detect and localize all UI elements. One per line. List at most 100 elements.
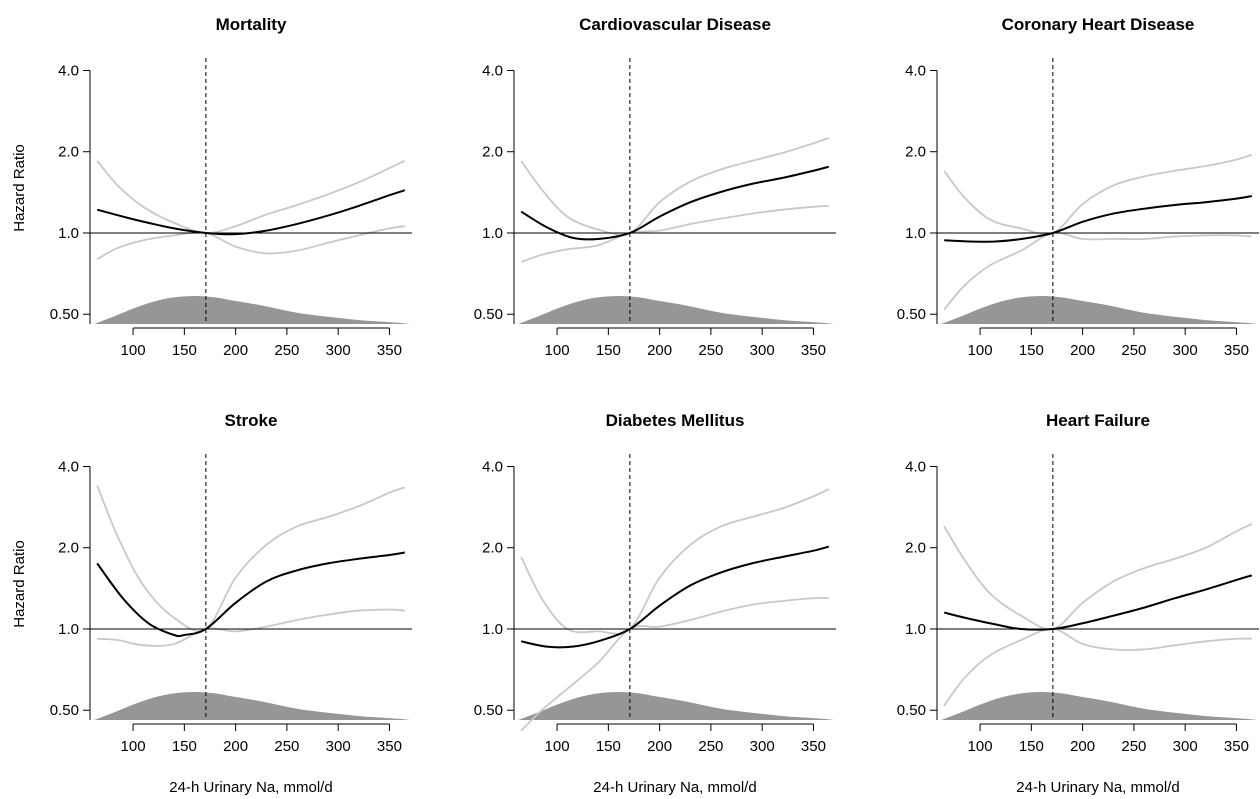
x-tick-label: 250 (274, 738, 299, 755)
density-area (941, 692, 1257, 720)
y-tick-label: 0.50 (474, 702, 503, 719)
density-area (941, 296, 1257, 324)
hazard-ratio-line (520, 545, 830, 649)
panel-title: Stroke (225, 411, 278, 430)
x-tick-label: 250 (698, 342, 723, 359)
x-tick-label: 300 (326, 738, 351, 755)
y-tick-label: 1.0 (58, 621, 79, 638)
hazard-ratio-line (520, 165, 830, 241)
x-tick-label: 200 (647, 342, 672, 359)
hazard-ratio-line (96, 189, 406, 236)
y-tick-label: 4.0 (905, 62, 926, 79)
y-tick-label: 2.0 (482, 540, 503, 557)
chart-panel-2: Cardiovascular Disease 0.50 1.0 2.0 4.0 100 15… (474, 15, 836, 359)
chart-panel-1: Mortality 0.50 1.0 2.0 4.0 100 150 200 250 300 350… (11, 15, 412, 359)
y-tick-label: 2.0 (58, 540, 79, 557)
x-tick-label: 100 (545, 738, 570, 755)
x-axis-label: 24-h Urinary Na, mmol/d (593, 779, 756, 796)
x-tick-label: 300 (750, 738, 775, 755)
ci-upper-line (96, 485, 406, 632)
x-tick-label: 150 (1019, 342, 1044, 359)
y-tick-label: 4.0 (58, 458, 79, 475)
x-tick-label: 300 (1173, 342, 1198, 359)
y-tick-label: 1.0 (58, 225, 79, 242)
y-tick-label: 1.0 (482, 621, 503, 638)
x-tick-label: 350 (1224, 738, 1249, 755)
x-tick-label: 150 (172, 342, 197, 359)
y-tick-label: 4.0 (58, 62, 79, 79)
ci-lower-line (943, 628, 1252, 707)
y-tick-label: 4.0 (482, 62, 503, 79)
chart-panel-4: Stroke 0.50 1.0 2.0 4.0 100 150 200 250 300 350 24-… (11, 411, 412, 796)
ci-lower-line (96, 225, 405, 260)
y-tick-label: 1.0 (905, 225, 926, 242)
x-tick-label: 100 (968, 738, 993, 755)
x-tick-label: 150 (1019, 738, 1044, 755)
y-tick-label: 4.0 (905, 458, 926, 475)
panel-title: Mortality (216, 15, 287, 34)
x-tick-label: 150 (596, 738, 621, 755)
panel-title: Diabetes Mellitus (606, 411, 745, 430)
y-tick-label: 0.50 (50, 702, 79, 719)
y-tick-label: 1.0 (482, 225, 503, 242)
x-axis-label: 24-h Urinary Na, mmol/d (1016, 779, 1179, 796)
y-tick-label: 2.0 (58, 144, 79, 161)
ci-lower-line (520, 597, 829, 732)
x-tick-label: 100 (545, 342, 570, 359)
x-tick-label: 350 (1224, 342, 1249, 359)
ci-upper-line (943, 523, 1253, 631)
hazard-ratio-line (944, 195, 1252, 243)
panel-title: Cardiovascular Disease (579, 15, 771, 34)
ci-lower-line (97, 608, 405, 647)
panel-title: Heart Failure (1046, 411, 1150, 430)
y-tick-label: 0.50 (897, 702, 926, 719)
hazard-ratio-line (943, 574, 1253, 631)
x-tick-label: 100 (968, 342, 993, 359)
y-axis-label: Hazard Ratio (11, 144, 28, 232)
x-tick-label: 250 (1121, 738, 1146, 755)
y-tick-label: 0.50 (474, 306, 503, 323)
ci-lower-line (520, 204, 829, 263)
x-tick-label: 250 (698, 738, 723, 755)
x-tick-label: 100 (121, 738, 146, 755)
x-tick-label: 200 (1070, 738, 1095, 755)
ci-upper-line (943, 153, 1253, 236)
x-tick-label: 250 (1121, 342, 1146, 359)
x-tick-label: 200 (223, 342, 248, 359)
y-tick-label: 4.0 (482, 458, 503, 475)
y-tick-label: 0.50 (897, 306, 926, 323)
x-tick-label: 300 (750, 342, 775, 359)
ci-upper-line (520, 488, 830, 635)
x-tick-label: 350 (377, 738, 402, 755)
density-area (94, 296, 410, 324)
x-axis-label: 24-h Urinary Na, mmol/d (169, 779, 332, 796)
density-area (518, 692, 834, 720)
x-tick-label: 350 (801, 738, 826, 755)
x-tick-label: 300 (326, 342, 351, 359)
y-tick-label: 2.0 (905, 144, 926, 161)
ci-lower-line (943, 231, 1252, 311)
chart-panel-5: Diabetes Mellitus 0.50 1.0 2.0 4.0 100 150 200 2… (474, 411, 836, 796)
x-tick-label: 350 (801, 342, 826, 359)
x-tick-label: 250 (274, 342, 299, 359)
chart-panel-6: Heart Failure 0.50 1.0 2.0 4.0 100 150 200 250 30… (897, 411, 1259, 796)
x-tick-label: 100 (121, 342, 146, 359)
y-tick-label: 1.0 (905, 621, 926, 638)
y-axis-label: Hazard Ratio (11, 540, 28, 628)
x-tick-label: 200 (647, 738, 672, 755)
density-area (518, 296, 834, 324)
x-tick-label: 150 (172, 738, 197, 755)
panel-title: Coronary Heart Disease (1002, 15, 1195, 34)
x-tick-label: 200 (223, 738, 248, 755)
x-tick-label: 350 (377, 342, 402, 359)
x-tick-label: 200 (1070, 342, 1095, 359)
y-tick-label: 2.0 (905, 540, 926, 557)
x-tick-label: 300 (1173, 738, 1198, 755)
ci-upper-line (96, 160, 406, 234)
x-tick-label: 150 (596, 342, 621, 359)
chart-panel-3: Coronary Heart Disease 0.50 1.0 2.0 4.0 100 15… (897, 15, 1259, 359)
y-tick-label: 0.50 (50, 306, 79, 323)
y-tick-label: 2.0 (482, 144, 503, 161)
density-area (94, 692, 410, 720)
